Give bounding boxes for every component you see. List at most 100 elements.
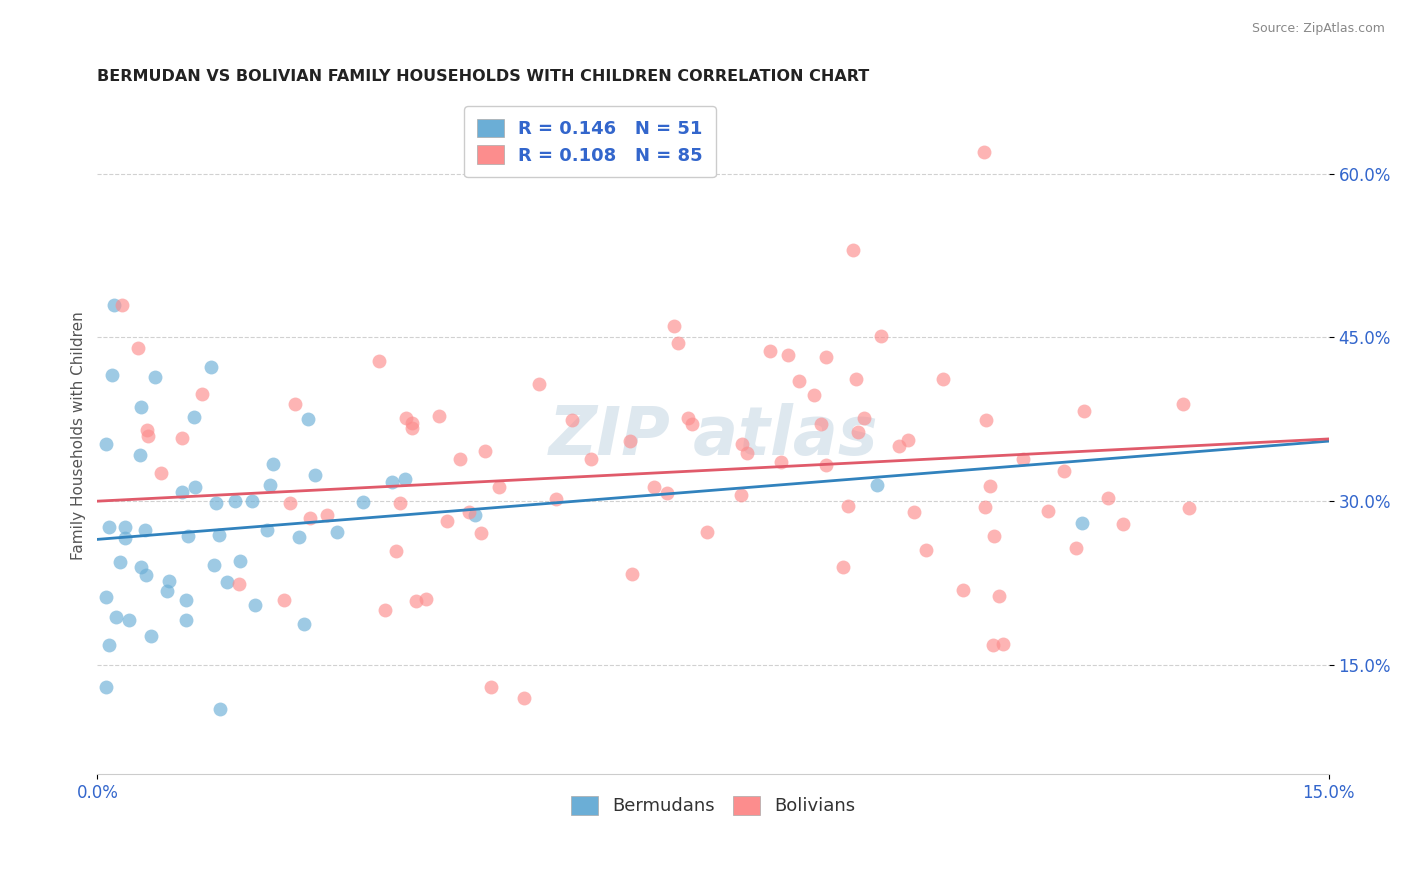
Point (288, 530, 311, 544)
Point (1173, 397, 1195, 411)
Point (177, 529, 200, 543)
Point (401, 421, 423, 435)
Point (183, 409, 205, 424)
Point (903, 505, 925, 519)
Point (787, 374, 810, 388)
Point (131, 559, 153, 574)
Point (932, 372, 955, 386)
Point (803, 388, 825, 402)
Point (240, 494, 263, 508)
Point (94, 680, 117, 694)
Point (114, 531, 136, 545)
Point (914, 543, 936, 558)
Point (315, 508, 337, 523)
Point (101, 368, 124, 383)
Point (581, 451, 603, 466)
Point (973, 145, 995, 159)
Point (643, 480, 665, 494)
Point (111, 298, 134, 312)
Point (97, 520, 120, 534)
Point (174, 593, 197, 607)
Point (228, 576, 250, 591)
Legend: Bermudans, Bolivians: Bermudans, Bolivians (564, 789, 863, 822)
Point (129, 400, 152, 414)
Point (262, 457, 284, 471)
Point (388, 496, 411, 510)
Point (988, 589, 1011, 603)
Point (105, 610, 128, 624)
Point (1012, 452, 1035, 467)
Point (172, 484, 194, 499)
Point (94, 591, 117, 605)
Point (1178, 501, 1201, 516)
Point (292, 617, 315, 632)
Point (134, 523, 156, 537)
Point (298, 511, 321, 525)
Point (973, 500, 995, 515)
Point (979, 479, 1001, 493)
Text: ZIP atlas: ZIP atlas (548, 402, 877, 468)
Point (983, 529, 1005, 543)
Point (436, 514, 458, 528)
Point (172, 431, 194, 445)
Point (1073, 404, 1095, 418)
Point (561, 413, 583, 427)
Point (139, 629, 162, 643)
Point (897, 433, 920, 447)
Point (243, 598, 266, 612)
Point (464, 508, 486, 522)
Point (381, 475, 404, 490)
Point (394, 472, 416, 486)
Text: Source: ZipAtlas.com: Source: ZipAtlas.com (1251, 22, 1385, 36)
Point (367, 354, 389, 368)
Point (696, 524, 718, 539)
Point (157, 574, 180, 588)
Point (770, 455, 793, 469)
Point (190, 386, 212, 401)
Point (481, 680, 503, 694)
Point (297, 411, 319, 425)
Point (1071, 516, 1094, 531)
Point (869, 329, 891, 343)
Point (136, 429, 159, 443)
Text: BERMUDAN VS BOLIVIAN FAMILY HOUSEHOLDS WITH CHILDREN CORRELATION CHART: BERMUDAN VS BOLIVIAN FAMILY HOUSEHOLDS W… (97, 69, 869, 84)
Point (470, 526, 492, 541)
Point (681, 417, 703, 431)
Point (174, 613, 197, 627)
Point (405, 594, 427, 608)
Point (981, 638, 1004, 652)
Point (620, 566, 643, 581)
Point (666, 336, 689, 351)
Point (814, 458, 837, 472)
Point (730, 488, 752, 502)
Point (273, 593, 295, 607)
Point (662, 318, 685, 333)
Point (108, 555, 131, 569)
Point (256, 523, 278, 537)
Point (527, 376, 550, 391)
Point (852, 410, 875, 425)
Point (114, 520, 136, 534)
Point (224, 494, 246, 508)
Point (156, 584, 179, 599)
Point (202, 558, 225, 572)
Point (325, 525, 347, 540)
Point (1064, 541, 1087, 556)
Point (1052, 464, 1074, 478)
Point (103, 298, 125, 312)
Point (395, 411, 418, 425)
Point (149, 466, 172, 480)
Point (136, 423, 159, 437)
Point (513, 690, 536, 705)
Point (814, 350, 837, 364)
Point (1111, 516, 1133, 531)
Point (209, 701, 232, 715)
Point (889, 439, 911, 453)
Point (1036, 503, 1059, 517)
Point (200, 359, 222, 374)
Point (118, 613, 141, 627)
Point (657, 486, 679, 500)
Point (184, 480, 207, 494)
Point (374, 603, 396, 617)
Point (837, 499, 859, 513)
